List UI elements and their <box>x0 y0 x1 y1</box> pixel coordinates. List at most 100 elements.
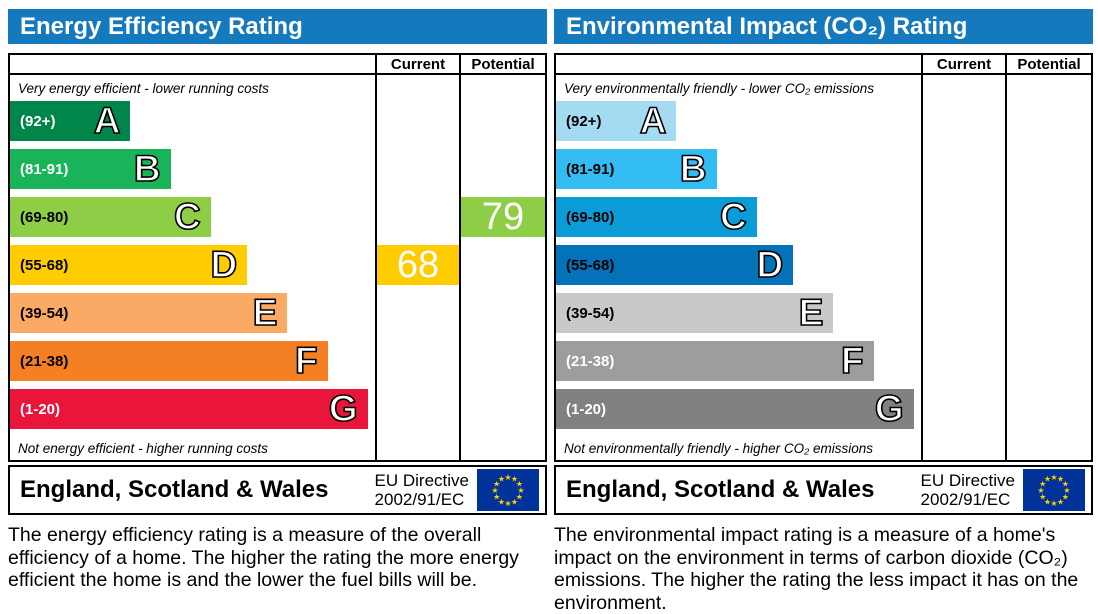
band-letter: A <box>93 100 121 142</box>
svg-text:★: ★ <box>1039 480 1046 489</box>
band-range-label: (69-80) <box>20 208 69 226</box>
band-bar-g: (1-20) G <box>556 388 914 430</box>
environmental-impact-title-bar: Environmental Impact (CO₂) Rating <box>554 9 1093 44</box>
band-letter: C <box>173 196 201 238</box>
chart-header: Current Potential <box>10 55 545 75</box>
band-bar-a: (92+) A <box>10 100 131 142</box>
band-row-c: (69-80) C <box>10 196 375 238</box>
potential-value-column <box>1005 75 1091 460</box>
band-letter: E <box>798 292 824 334</box>
chart-body: Very environmentally friendly - lower CO… <box>556 75 1091 460</box>
svg-text:★: ★ <box>516 480 523 489</box>
svg-text:★: ★ <box>1057 475 1064 484</box>
bands-column: Very energy efficient - lower running co… <box>10 75 375 460</box>
band-bar-e: (39-54) E <box>10 292 288 333</box>
band-letter: F <box>840 340 864 382</box>
potential-value-column: 79 <box>459 75 545 460</box>
region-footer: England, Scotland & Wales EU Directive 2… <box>554 465 1093 515</box>
chart-header: Current Potential <box>556 55 1091 75</box>
svg-text:★: ★ <box>1062 480 1069 489</box>
band-range-label: (81-91) <box>20 160 69 178</box>
svg-text:★: ★ <box>511 475 518 484</box>
energy-efficiency-panel: Energy Efficiency Rating Current Potenti… <box>8 0 547 613</box>
header-spacer <box>10 55 375 73</box>
band-range-label: (39-54) <box>20 304 69 322</box>
eu-directive-label: EU Directive 2002/91/EC <box>375 471 477 509</box>
band-row-g: (1-20) G <box>556 388 921 430</box>
band-row-e: (39-54) E <box>10 292 375 333</box>
energy-efficiency-title-bar: Energy Efficiency Rating <box>8 9 547 44</box>
band-row-d: (55-68) D <box>556 244 921 286</box>
band-letter: B <box>133 148 161 190</box>
eu-directive-line2: 2002/91/EC <box>374 490 465 509</box>
environmental-impact-panel: Environmental Impact (CO₂) Rating Curren… <box>554 0 1093 614</box>
eu-directive-line1: EU Directive <box>920 471 1015 490</box>
band-range-label: (81-91) <box>566 160 615 178</box>
band-row-f: (21-38) F <box>10 340 375 381</box>
svg-text:★: ★ <box>1044 497 1051 506</box>
svg-text:★: ★ <box>498 475 505 484</box>
band-range-label: (21-38) <box>566 352 615 370</box>
svg-text:★: ★ <box>1057 497 1064 506</box>
band-bar-g: (1-20) G <box>10 388 368 429</box>
band-row-e: (39-54) E <box>556 292 921 334</box>
band-letter: B <box>679 148 707 190</box>
band-letter: G <box>874 388 904 430</box>
band-range-label: (1-20) <box>20 400 61 418</box>
band-bar-c: (69-80) C <box>10 196 211 238</box>
band-bar-e: (39-54) E <box>556 292 834 334</box>
bottom-note: Not energy efficient - higher running co… <box>18 441 268 456</box>
svg-text:★: ★ <box>1039 493 1046 502</box>
region-footer: England, Scotland & Wales EU Directive 2… <box>8 465 547 515</box>
svg-text:★: ★ <box>1050 499 1057 508</box>
current-value-column: 68 <box>375 75 459 460</box>
band-bar-b: (81-91) B <box>10 148 171 190</box>
band-range-label: (92+) <box>20 112 56 130</box>
band-range-label: (55-68) <box>566 256 615 274</box>
svg-text:★: ★ <box>1044 475 1051 484</box>
eu-flag-icon: ★ ★ ★ ★ ★ ★ ★ ★ ★ ★ ★ ★ <box>477 469 539 511</box>
band-row-a: (92+) A <box>10 100 375 142</box>
svg-text:★: ★ <box>493 493 500 502</box>
band-row-b: (81-91) B <box>10 148 375 190</box>
potential-column-header: Potential <box>1005 55 1091 73</box>
environmental-impact-description: The environmental impact rating is a mea… <box>554 524 1079 614</box>
eu-directive-line2: 2002/91/EC <box>920 490 1011 509</box>
svg-text:★: ★ <box>1063 486 1070 495</box>
svg-text:★: ★ <box>1037 486 1044 495</box>
band-row-a: (92+) A <box>556 100 921 142</box>
band-row-b: (81-91) B <box>556 148 921 190</box>
environmental-impact-chart: Current Potential Very environmentally f… <box>554 53 1093 462</box>
svg-text:★: ★ <box>504 499 511 508</box>
band-range-label: (1-20) <box>566 400 607 418</box>
band-range-label: (55-68) <box>20 256 69 274</box>
eu-flag-icon: ★ ★ ★ ★ ★ ★ ★ ★ ★ ★ ★ ★ <box>1023 469 1085 511</box>
potential-column-header: Potential <box>459 55 545 73</box>
energy-efficiency-description: The energy efficiency rating is a measur… <box>8 524 519 591</box>
band-row-d: (55-68) D <box>10 244 375 285</box>
potential-rating-indicator: 79 <box>461 197 545 237</box>
svg-text:★: ★ <box>517 486 524 495</box>
current-value-column <box>921 75 1005 460</box>
band-row-c: (69-80) C <box>556 196 921 237</box>
header-spacer <box>556 55 921 73</box>
band-range-label: (69-80) <box>566 208 615 226</box>
band-bar-f: (21-38) F <box>10 340 328 381</box>
top-note: Very environmentally friendly - lower CO… <box>564 80 874 96</box>
band-bar-b: (81-91) B <box>556 148 717 190</box>
svg-text:★: ★ <box>1050 473 1057 482</box>
band-bar-c: (69-80) C <box>556 196 757 237</box>
potential-rating-value: 79 <box>481 196 525 238</box>
svg-text:★: ★ <box>491 486 498 495</box>
svg-text:★: ★ <box>504 473 511 482</box>
band-letter: D <box>756 244 784 286</box>
current-column-header: Current <box>375 55 459 73</box>
current-column-header: Current <box>921 55 1005 73</box>
band-letter: A <box>639 100 667 142</box>
current-rating-value: 68 <box>396 244 440 286</box>
bottom-note: Not environmentally friendly - higher CO… <box>564 441 874 456</box>
panel-title: Energy Efficiency Rating <box>20 12 303 40</box>
band-bar-d: (55-68) D <box>10 244 248 285</box>
band-bar-d: (55-68) D <box>556 244 794 286</box>
